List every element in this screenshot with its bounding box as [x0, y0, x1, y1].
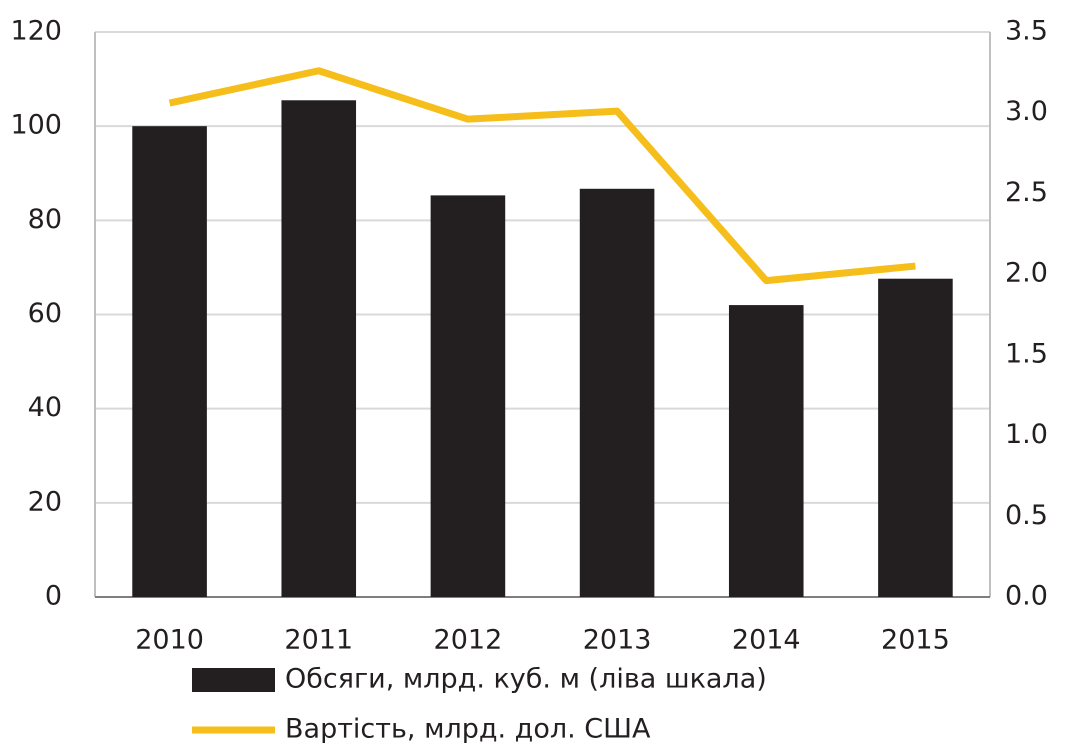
x-tick-label: 2014 — [732, 625, 801, 656]
x-tick-label: 2013 — [583, 625, 652, 656]
bar — [728, 305, 804, 597]
y-tick-label: 120 — [10, 16, 62, 47]
bar — [579, 188, 655, 597]
y-tick-label: 0 — [45, 581, 62, 612]
y2-tick-label: 3.0 — [1005, 96, 1048, 127]
y-tick-label: 100 — [10, 110, 62, 141]
x-tick-label: 2012 — [434, 625, 503, 656]
y-tick-label: 20 — [28, 486, 62, 517]
legend-label: Вартість, млрд. дол. США — [285, 714, 651, 745]
y-tick-label: 80 — [28, 204, 62, 235]
bar — [878, 278, 953, 597]
y2-tick-label: 1.0 — [1005, 419, 1048, 450]
y2-tick-label: 3.5 — [1005, 16, 1048, 47]
y2-tick-label: 0.5 — [1005, 500, 1048, 531]
bar — [430, 195, 506, 598]
y2-tick-label: 0.0 — [1005, 581, 1048, 612]
legend-label: Обсяги, млрд. куб. м (ліва шкала) — [285, 664, 767, 695]
x-tick-label: 2010 — [135, 625, 204, 656]
y2-tick-label: 1.5 — [1005, 338, 1048, 369]
bar — [132, 126, 207, 598]
y-tick-label: 40 — [28, 392, 62, 423]
x-tick-label: 2015 — [881, 625, 950, 656]
y2-tick-label: 2.0 — [1005, 258, 1048, 289]
line — [168, 67, 916, 285]
x-tick-label: 2011 — [284, 625, 353, 656]
y2-tick-label: 2.5 — [1005, 177, 1048, 208]
bar — [281, 100, 357, 597]
legend-swatch — [192, 668, 275, 692]
y-tick-label: 60 — [28, 298, 62, 329]
